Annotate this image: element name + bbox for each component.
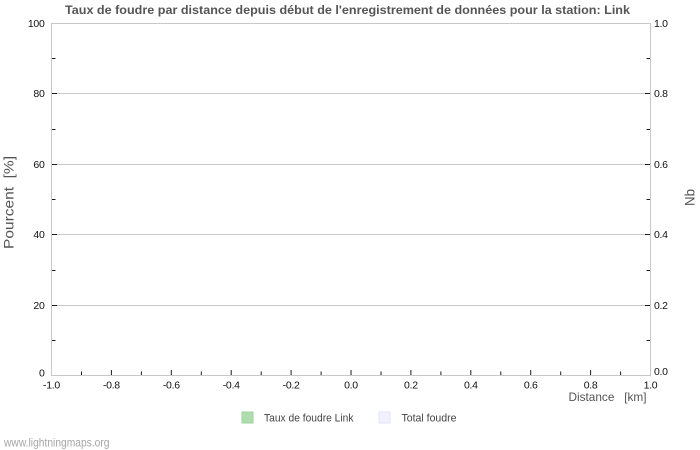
svg-text:0.0: 0.0 [344,380,358,392]
svg-text:80: 80 [33,88,45,100]
svg-text:0.6: 0.6 [654,159,668,171]
svg-text:0.0: 0.0 [654,366,668,378]
svg-text:40: 40 [33,229,45,241]
svg-text:1.0: 1.0 [654,18,668,30]
svg-text:-0.6: -0.6 [163,380,180,392]
svg-text:-0.2: -0.2 [283,380,300,392]
svg-text:0.4: 0.4 [464,380,478,392]
svg-text:60: 60 [33,159,45,171]
svg-text:Pourcent [%]: Pourcent [%] [1,156,17,249]
svg-text:-0.8: -0.8 [103,380,120,392]
svg-text:0.6: 0.6 [524,380,538,392]
svg-text:-0.4: -0.4 [223,380,240,392]
svg-text:0.8: 0.8 [654,88,668,100]
svg-text:www.lightningmaps.org: www.lightningmaps.org [3,436,109,450]
svg-text:Nb: Nb [683,189,698,206]
svg-text:1.0: 1.0 [644,380,658,392]
svg-text:-1.0: -1.0 [43,380,60,392]
svg-text:100: 100 [28,18,45,30]
svg-text:0.2: 0.2 [404,380,418,392]
svg-text:0: 0 [39,368,45,380]
svg-text:Taux de foudre Link: Taux de foudre Link [264,413,354,425]
svg-text:Taux de foudre par distance de: Taux de foudre par distance depuis début… [65,3,630,17]
svg-text:0.8: 0.8 [584,380,598,392]
svg-text:Distance [km]: Distance [km] [569,390,647,404]
svg-text:0.4: 0.4 [654,229,668,241]
svg-text:Total foudre: Total foudre [402,413,457,425]
svg-text:0.2: 0.2 [654,300,668,312]
svg-text:20: 20 [33,300,45,312]
